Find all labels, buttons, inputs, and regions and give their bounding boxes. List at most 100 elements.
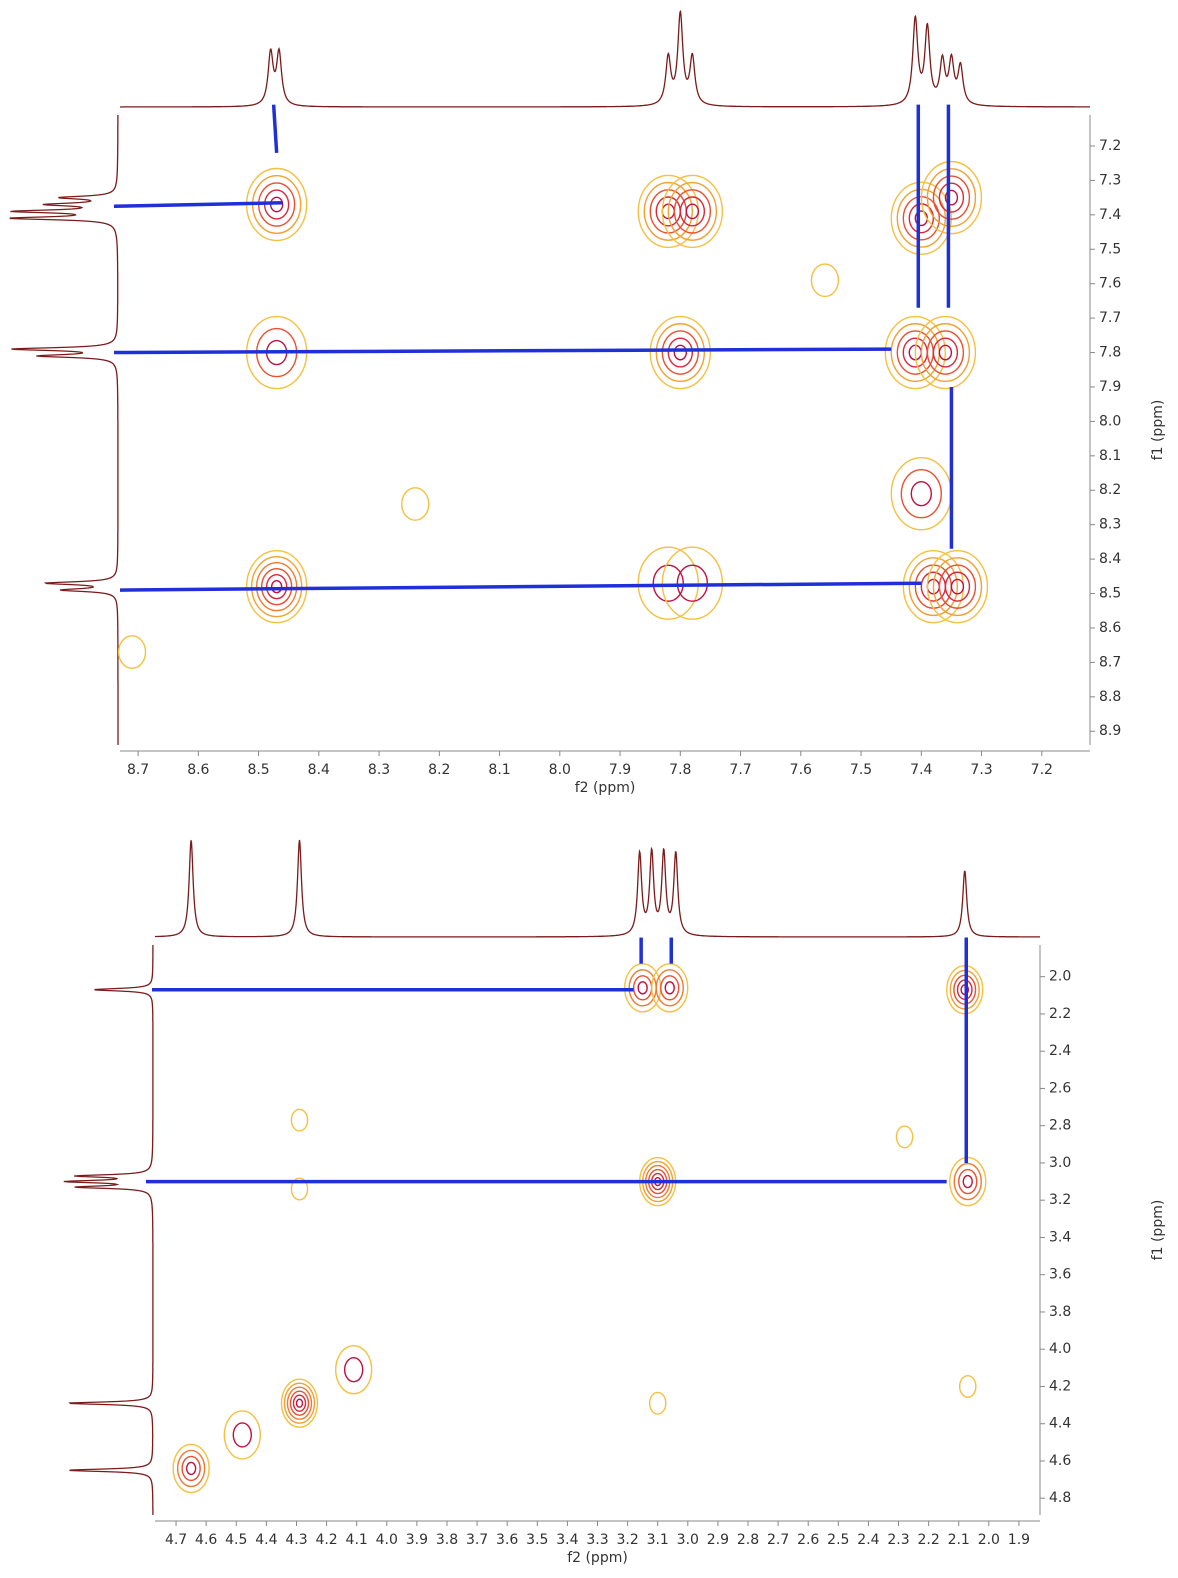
projection-f2: [120, 9, 1090, 108]
x-tick-label: 7.4: [910, 762, 932, 778]
contour-ring: [920, 160, 983, 235]
contour-ring: [938, 564, 977, 609]
x-tick-label: 8.1: [488, 762, 510, 778]
contour-ring: [890, 456, 953, 531]
x-tick-label: 7.8: [669, 762, 691, 778]
x-tick-label: 2.5: [827, 1532, 849, 1548]
y-tick-label: 3.8: [1049, 1304, 1071, 1320]
y-tick-label: 8.4: [1099, 551, 1121, 567]
contour-ring: [910, 480, 933, 507]
cross-peak: [280, 1378, 319, 1428]
cross-peak: [117, 635, 147, 669]
y-tick-label: 2.0: [1049, 969, 1071, 985]
contour-ring: [232, 1422, 252, 1448]
y-tick-label: 8.0: [1099, 413, 1121, 429]
x-tick-label: 3.3: [586, 1532, 608, 1548]
contour-ring: [932, 337, 959, 368]
cross-peak: [890, 456, 953, 531]
contour-ring: [651, 963, 689, 1013]
x-tick-label: 2.4: [857, 1532, 879, 1548]
x-tick-label: 4.7: [165, 1532, 187, 1548]
contour-ring: [623, 963, 662, 1013]
contour-ring: [932, 175, 971, 220]
contour-ring: [685, 203, 700, 220]
x-tick-label: 8.0: [549, 762, 571, 778]
contour-ring: [280, 1378, 319, 1428]
correlation-link: [119, 581, 922, 592]
cross-peak: [401, 487, 430, 521]
contour-ring: [667, 181, 718, 241]
contour-ring: [289, 1390, 310, 1416]
projection-f1: [63, 945, 154, 1515]
contour-ring: [290, 1108, 309, 1132]
contour-ring: [292, 1394, 307, 1412]
y-tick-label: 4.6: [1049, 1453, 1071, 1469]
y-tick-label: 8.1: [1099, 448, 1121, 464]
contour-ring: [900, 468, 943, 519]
x-tick-label: 3.4: [556, 1532, 578, 1548]
cross-peak: [651, 963, 689, 1013]
contour-ring: [661, 330, 700, 375]
x-tick-label: 7.5: [850, 762, 872, 778]
projection-f1: [9, 115, 119, 745]
contour-ring: [664, 981, 675, 995]
y-tick-label: 2.6: [1049, 1080, 1071, 1096]
y-tick-label: 7.3: [1099, 172, 1121, 188]
contour-ring: [265, 573, 288, 600]
y-tick-label: 4.4: [1049, 1416, 1071, 1432]
contour-ring: [950, 578, 965, 595]
x-tick-label: 2.8: [737, 1532, 759, 1548]
contour-ring: [648, 1391, 667, 1415]
contour-ring: [938, 182, 965, 213]
contour-ring: [401, 487, 430, 521]
cross-peak: [926, 549, 989, 624]
y-tick-label: 3.4: [1049, 1229, 1071, 1245]
y-tick-label: 7.6: [1099, 276, 1121, 292]
contour-ring: [655, 969, 684, 1007]
contour-ring: [270, 579, 283, 594]
contour-ring: [637, 546, 699, 620]
x-tick-label: 8.7: [127, 762, 149, 778]
y-tick-label: 8.8: [1099, 689, 1121, 705]
contour-ring: [895, 1125, 914, 1149]
contour-ring: [181, 1455, 201, 1482]
cross-peak: [290, 1177, 309, 1201]
x-tick-label: 4.5: [225, 1532, 247, 1548]
x-tick-label: 8.3: [368, 762, 390, 778]
x-tick-label: 4.1: [346, 1532, 368, 1548]
x-tick-label: 2.0: [978, 1532, 1000, 1548]
y-tick-label: 8.5: [1099, 586, 1121, 602]
contour-ring: [290, 1177, 309, 1201]
contour-ring: [660, 975, 680, 1001]
cross-peak: [895, 1125, 914, 1149]
contour-ring: [223, 1410, 261, 1460]
x-tick-label: 3.2: [616, 1532, 638, 1548]
x-tick-label: 3.8: [436, 1532, 458, 1548]
contour-ring: [172, 1443, 210, 1494]
cross-peak: [223, 1410, 261, 1460]
x-tick-label: 7.9: [609, 762, 631, 778]
contour-ring: [652, 564, 684, 602]
contour-ring: [673, 344, 688, 361]
y-tick-label: 8.2: [1099, 482, 1121, 498]
cross-peak: [623, 963, 662, 1013]
cross-peak: [649, 315, 712, 390]
contour-ring: [245, 549, 308, 624]
contour-ring: [649, 315, 712, 390]
contour-ring: [944, 571, 971, 602]
contour-ring: [286, 1386, 313, 1420]
contour-ring: [926, 168, 977, 228]
x-tick-label: 4.2: [315, 1532, 337, 1548]
x-tick-label: 4.4: [255, 1532, 277, 1548]
y-tick-label: 8.9: [1099, 723, 1121, 739]
y-tick-label: 7.8: [1099, 345, 1121, 361]
y-tick-label: 3.0: [1049, 1155, 1071, 1171]
contour-ring: [679, 196, 706, 227]
y-tick-label: 3.2: [1049, 1192, 1071, 1208]
contour-ring: [176, 1449, 206, 1488]
y-tick-label: 7.9: [1099, 379, 1121, 395]
cross-peak: [637, 546, 699, 620]
x-tick-label: 2.3: [887, 1532, 909, 1548]
contour-ring: [655, 323, 706, 383]
x-tick-label: 1.9: [1008, 1532, 1030, 1548]
